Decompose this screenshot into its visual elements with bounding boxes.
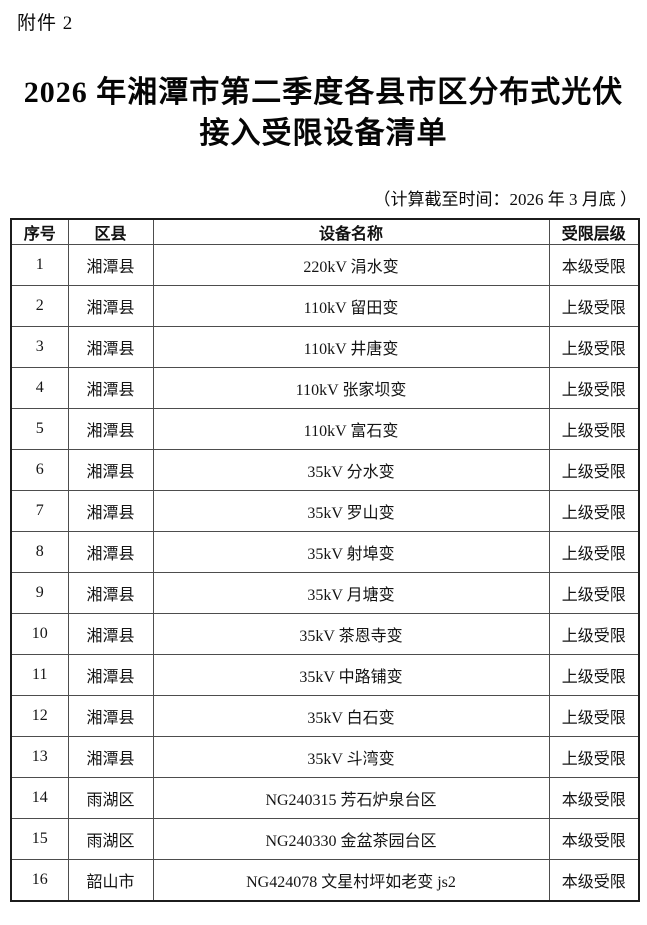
- table-cell: 上级受限: [548, 285, 640, 327]
- table-row: 3 湘潭县 110kV 井唐变 上级受限: [10, 326, 640, 368]
- table-cell: 35kV 茶恩寺变: [152, 613, 550, 655]
- table-cell: 湘潭县: [67, 490, 154, 532]
- table-cell: 220kV 涓水变: [152, 244, 550, 286]
- table-cell: 湘潭县: [67, 285, 154, 327]
- title-line-1: 2026 年湘潭市第二季度各县市区分布式光伏: [23, 76, 624, 109]
- table-row: 8 湘潭县 35kV 射埠变 上级受限: [10, 531, 640, 573]
- column-header: 受限层级: [548, 218, 640, 245]
- table-cell: NG240315 芳石炉泉台区: [152, 777, 550, 819]
- table-cell: NG424078 文星村坪如老变 js2: [152, 859, 550, 901]
- table-cell: 上级受限: [548, 695, 640, 737]
- table-cell: 上级受限: [548, 572, 640, 614]
- table-cell: 上级受限: [548, 490, 640, 532]
- table-cell: 3: [10, 326, 69, 368]
- table-header-row: 序号 区县 设备名称 受限层级: [10, 218, 640, 245]
- title-line-2: 接入受限设备清单: [199, 117, 448, 150]
- table-row: 9 湘潭县 35kV 月塘变 上级受限: [10, 572, 640, 614]
- table-row: 16 韶山市 NG424078 文星村坪如老变 js2 本级受限: [10, 859, 640, 901]
- table-cell: 14: [10, 777, 69, 819]
- column-header: 设备名称: [152, 218, 550, 245]
- table-cell: 本级受限: [548, 777, 640, 819]
- table-cell: 韶山市: [67, 859, 154, 901]
- table-cell: 上级受限: [548, 736, 640, 778]
- table-cell: 11: [10, 654, 69, 696]
- table-cell: 上级受限: [548, 613, 640, 655]
- table-cell: 1: [10, 244, 69, 286]
- table-cell: 35kV 射埠变: [152, 531, 550, 573]
- table-cell: NG240330 金盆茶园台区: [152, 818, 550, 860]
- table-row: 13 湘潭县 35kV 斗湾变 上级受限: [10, 736, 640, 778]
- table-cell: 上级受限: [548, 449, 640, 491]
- table-cell: 35kV 白石变: [152, 695, 550, 737]
- table-cell: 本级受限: [548, 859, 640, 901]
- table-cell: 湘潭县: [67, 695, 154, 737]
- table-cell: 雨湖区: [67, 777, 154, 819]
- table-cell: 35kV 罗山变: [152, 490, 550, 532]
- table-cell: 110kV 富石变: [152, 408, 550, 450]
- table-cell: 湘潭县: [67, 449, 154, 491]
- table-cell: 35kV 月塘变: [152, 572, 550, 614]
- table-cell: 9: [10, 572, 69, 614]
- table-cell: 13: [10, 736, 69, 778]
- table-cell: 湘潭县: [67, 654, 154, 696]
- table-row: 10 湘潭县 35kV 茶恩寺变 上级受限: [10, 613, 640, 655]
- table-cell: 湘潭县: [67, 367, 154, 409]
- table-cell: 5: [10, 408, 69, 450]
- column-header: 区县: [67, 218, 154, 245]
- table-cell: 上级受限: [548, 326, 640, 368]
- table-cell: 35kV 分水变: [152, 449, 550, 491]
- table-cell: 15: [10, 818, 69, 860]
- table-cell: 35kV 斗湾变: [152, 736, 550, 778]
- table-row: 15 雨湖区 NG240330 金盆茶园台区 本级受限: [10, 818, 640, 860]
- restricted-equipment-table: 序号 区县 设备名称 受限层级 1 湘潭县 220kV 涓水变 本级受限 2 湘潭县 110kV …: [10, 218, 640, 902]
- table-cell: 湘潭县: [67, 613, 154, 655]
- table-body: 1 湘潭县 220kV 涓水变 本级受限 2 湘潭县 110kV 留田变 上级受限 3 湘潭县 11…: [10, 244, 640, 901]
- table-row: 4 湘潭县 110kV 张家坝变 上级受限: [10, 367, 640, 409]
- table-cell: 8: [10, 531, 69, 573]
- table-cell: 雨湖区: [67, 818, 154, 860]
- table-cell: 110kV 井唐变: [152, 326, 550, 368]
- table-cell: 12: [10, 695, 69, 737]
- table-cell: 湘潭县: [67, 572, 154, 614]
- table-cell: 2: [10, 285, 69, 327]
- table-row: 5 湘潭县 110kV 富石变 上级受限: [10, 408, 640, 450]
- table-cell: 4: [10, 367, 69, 409]
- table-cell: 湘潭县: [67, 326, 154, 368]
- table-cell: 10: [10, 613, 69, 655]
- table-cell: 上级受限: [548, 367, 640, 409]
- table-cell: 上级受限: [548, 408, 640, 450]
- table-cell: 本级受限: [548, 244, 640, 286]
- table-cell: 湘潭县: [67, 736, 154, 778]
- calculation-cutoff-note: （计算截至时间：2026 年 3 月底 ）: [373, 190, 638, 209]
- table-cell: 6: [10, 449, 69, 491]
- table-row: 11 湘潭县 35kV 中路铺变 上级受限: [10, 654, 640, 696]
- document-title: 2026 年湘潭市第二季度各县市区分布式光伏 接入受限设备清单: [0, 72, 647, 154]
- table-cell: 湘潭县: [67, 408, 154, 450]
- table-row: 1 湘潭县 220kV 涓水变 本级受限: [10, 244, 640, 286]
- table-cell: 上级受限: [548, 531, 640, 573]
- attachment-label: 附件 2: [17, 13, 74, 34]
- table-cell: 湘潭县: [67, 531, 154, 573]
- column-header: 序号: [10, 218, 69, 245]
- table-row: 14 雨湖区 NG240315 芳石炉泉台区 本级受限: [10, 777, 640, 819]
- table-cell: 本级受限: [548, 818, 640, 860]
- table-cell: 16: [10, 859, 69, 901]
- table-row: 7 湘潭县 35kV 罗山变 上级受限: [10, 490, 640, 532]
- table-row: 6 湘潭县 35kV 分水变 上级受限: [10, 449, 640, 491]
- table-row: 2 湘潭县 110kV 留田变 上级受限: [10, 285, 640, 327]
- table-cell: 7: [10, 490, 69, 532]
- table-cell: 35kV 中路铺变: [152, 654, 550, 696]
- table-row: 12 湘潭县 35kV 白石变 上级受限: [10, 695, 640, 737]
- table-cell: 110kV 张家坝变: [152, 367, 550, 409]
- table-cell: 110kV 留田变: [152, 285, 550, 327]
- table-cell: 上级受限: [548, 654, 640, 696]
- table-cell: 湘潭县: [67, 244, 154, 286]
